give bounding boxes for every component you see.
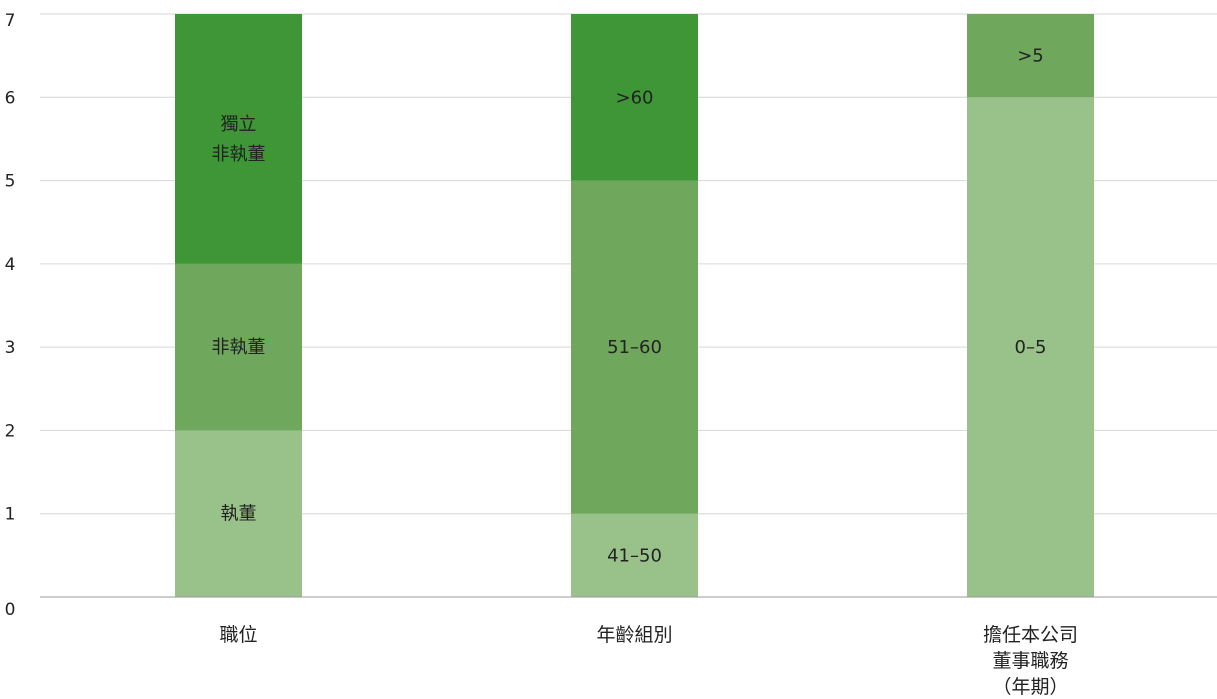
data-label: 41–50 — [607, 545, 662, 566]
bar-segment — [967, 97, 1094, 598]
y-tick-label: 7 — [5, 11, 16, 31]
bar-segment — [967, 14, 1094, 98]
y-tick-label: 6 — [5, 88, 16, 108]
y-tick-label: 5 — [5, 172, 16, 192]
y-tick-label: 0 — [5, 600, 16, 620]
bar-segment — [571, 513, 698, 597]
y-tick-label: 2 — [5, 421, 16, 441]
x-tick-label: 董事職務 — [992, 650, 1068, 672]
x-tick-label: 年齡組別 — [596, 624, 672, 646]
bar-segment — [175, 263, 302, 431]
y-tick-label: 1 — [5, 505, 16, 525]
y-tick-label: 4 — [5, 255, 16, 275]
bar-segment — [175, 430, 302, 597]
y-tick-label: 3 — [5, 338, 16, 358]
data-label: 0–5 — [1015, 337, 1047, 358]
data-label: 執董 — [221, 504, 257, 525]
bar-segment — [571, 14, 698, 181]
data-label: >5 — [1017, 46, 1044, 67]
x-tick-label: 職位 — [219, 624, 257, 646]
bar-segment — [571, 180, 698, 514]
data-label: >60 — [616, 87, 654, 108]
data-label: 非執董 — [212, 144, 266, 165]
data-label: 非執董 — [212, 337, 266, 358]
data-label: 51–60 — [607, 337, 662, 358]
x-tick-label: （年期） — [992, 676, 1068, 698]
x-tick-label: 擔任本公司 — [983, 624, 1078, 646]
bar-segment — [175, 14, 302, 264]
data-label: 獨立 — [221, 114, 257, 135]
y-axis-ticks: 0 1 2 3 4 5 6 7 — [5, 11, 16, 620]
